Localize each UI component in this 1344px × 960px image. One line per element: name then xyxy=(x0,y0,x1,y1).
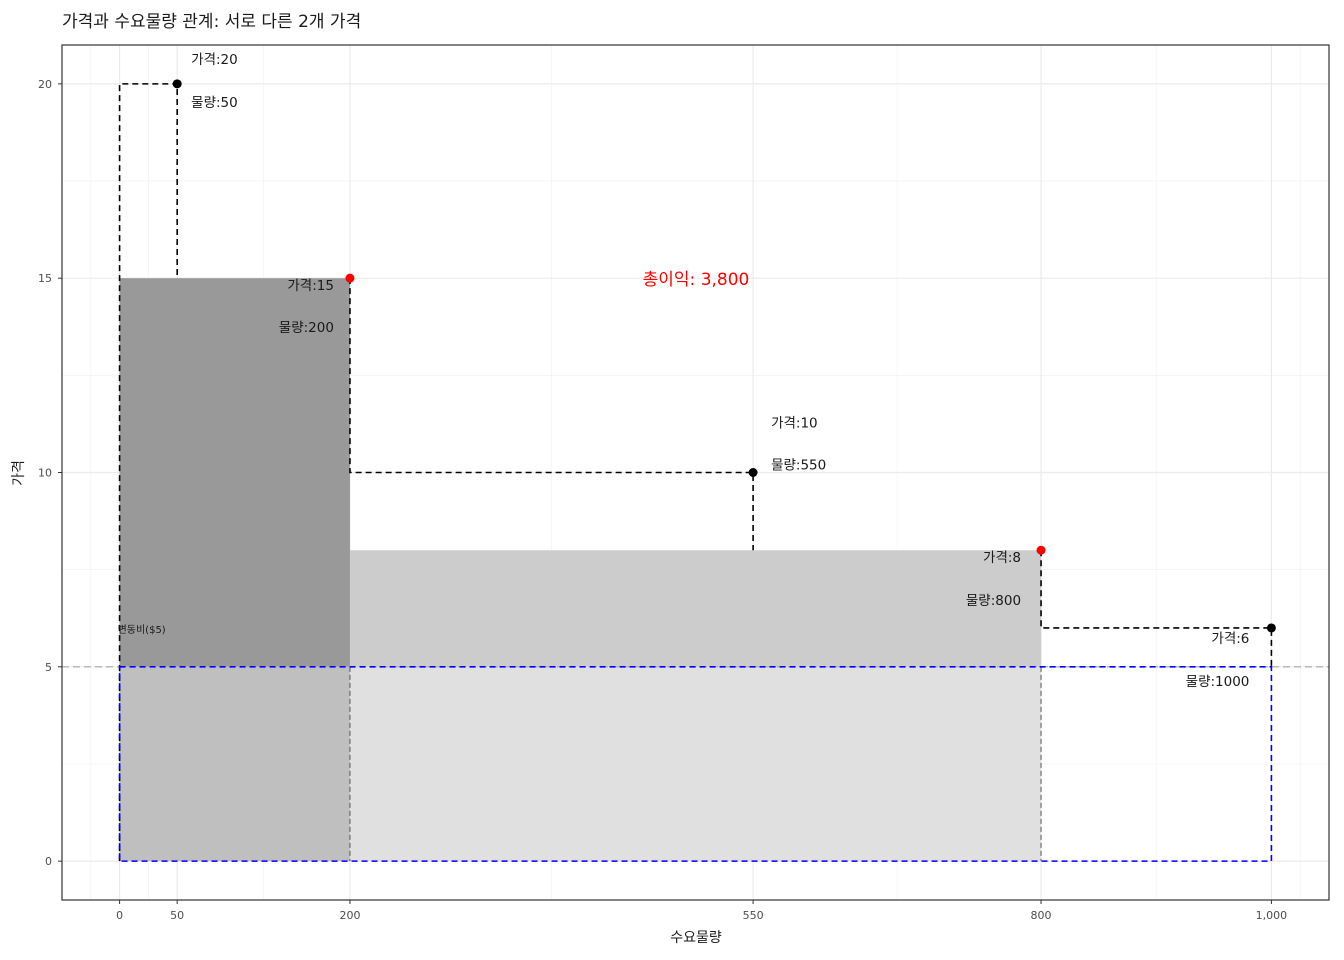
profit-rect-price-low xyxy=(349,550,1042,667)
total-profit-label: 총이익: 3,800 xyxy=(643,270,750,290)
data-point xyxy=(1266,623,1276,633)
point-labels: 가격:20 물량:50 가격:15 물량:200 가격:10 물량:550 가격:8 물량:8… xyxy=(118,52,1250,690)
revenue-rects xyxy=(119,278,1042,862)
demand-step-10 xyxy=(349,278,754,551)
data-point xyxy=(748,468,758,477)
x-axis-label: 수요물량 xyxy=(670,930,722,946)
y-tick-label: 15 xyxy=(38,272,52,285)
quantity-label: 물량:550 xyxy=(771,458,826,474)
quantity-label: 물량:800 xyxy=(966,593,1021,609)
x-tick-label: 1,000 xyxy=(1256,909,1288,922)
highlight-point xyxy=(1036,545,1046,555)
data-points xyxy=(172,79,1276,633)
y-tick-label: 0 xyxy=(45,855,52,868)
price-label: 가격:8 xyxy=(983,550,1021,566)
y-tick-label: 10 xyxy=(38,467,52,480)
x-tick-label: 0 xyxy=(116,909,123,922)
demand-step-6 xyxy=(1040,550,1273,667)
cost-rect-left xyxy=(119,666,350,862)
data-point xyxy=(172,79,182,89)
chart-title: 가격과 수요물량 관계: 서로 다른 2개 가격 xyxy=(62,12,361,32)
highlight-point xyxy=(345,273,355,283)
y-axis-label: 가격 xyxy=(11,460,27,486)
variable-cost-label: 변동비($5) xyxy=(118,624,166,636)
quantity-label: 물량:50 xyxy=(191,95,238,111)
demand-step-20 xyxy=(118,83,178,862)
price-label: 가격:6 xyxy=(1211,631,1249,647)
profit-rect-price-high xyxy=(119,278,350,667)
y-tick-label: 5 xyxy=(45,661,52,674)
x-tick-label: 800 xyxy=(1031,909,1052,922)
variable-cost-box xyxy=(118,666,1273,862)
price-label: 가격:20 xyxy=(191,52,238,68)
y-tick-label: 20 xyxy=(38,78,52,91)
guide-lines xyxy=(62,83,1329,862)
quantity-label: 물량:200 xyxy=(279,320,334,336)
price-label: 가격:15 xyxy=(287,278,334,294)
x-axis: 0 50 200 550 800 1,000 xyxy=(116,900,1287,922)
quantity-label: 물량:1000 xyxy=(1186,674,1250,690)
price-label: 가격:10 xyxy=(771,416,818,432)
y-axis: 0 5 10 15 20 xyxy=(38,78,62,868)
cost-rect-right xyxy=(349,666,1042,862)
x-tick-label: 50 xyxy=(170,909,184,922)
x-tick-label: 200 xyxy=(339,909,360,922)
x-tick-label: 550 xyxy=(743,909,764,922)
